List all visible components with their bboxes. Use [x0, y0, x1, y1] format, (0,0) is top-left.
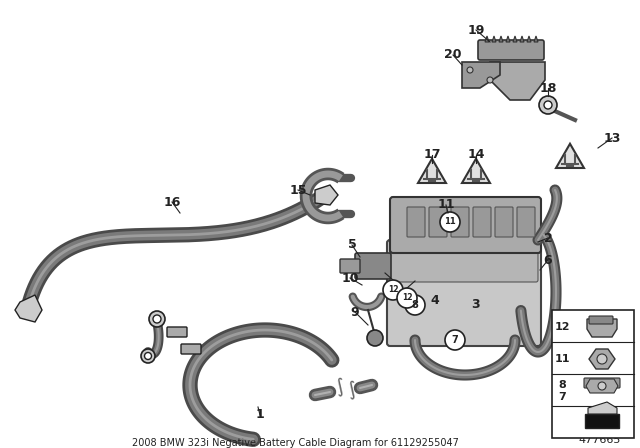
Circle shape — [383, 280, 403, 300]
Circle shape — [367, 330, 383, 346]
Polygon shape — [586, 379, 618, 393]
FancyBboxPatch shape — [495, 207, 513, 237]
Polygon shape — [587, 319, 617, 337]
Circle shape — [598, 382, 606, 390]
Circle shape — [145, 353, 152, 359]
Circle shape — [405, 295, 425, 315]
Text: 10: 10 — [341, 271, 359, 284]
Polygon shape — [485, 36, 489, 42]
Circle shape — [539, 96, 557, 114]
Circle shape — [467, 67, 473, 73]
Text: 12: 12 — [402, 293, 412, 302]
Circle shape — [597, 354, 607, 364]
FancyBboxPatch shape — [584, 378, 620, 388]
Text: 12: 12 — [554, 322, 570, 332]
FancyBboxPatch shape — [167, 327, 187, 337]
FancyBboxPatch shape — [390, 197, 541, 253]
Text: 13: 13 — [604, 132, 621, 145]
FancyBboxPatch shape — [589, 316, 613, 324]
FancyBboxPatch shape — [429, 207, 447, 237]
Polygon shape — [462, 62, 500, 88]
Text: 11: 11 — [437, 198, 455, 211]
FancyBboxPatch shape — [552, 310, 634, 438]
Text: 1: 1 — [255, 409, 264, 422]
Circle shape — [487, 77, 493, 83]
FancyBboxPatch shape — [387, 240, 541, 346]
Text: 8: 8 — [412, 300, 419, 310]
Text: 7: 7 — [558, 392, 566, 402]
Circle shape — [440, 212, 460, 232]
Text: ∫: ∫ — [345, 379, 359, 401]
Text: 5: 5 — [348, 238, 356, 251]
Polygon shape — [506, 36, 510, 42]
Polygon shape — [490, 62, 545, 100]
Text: 9: 9 — [351, 306, 359, 319]
FancyBboxPatch shape — [451, 207, 469, 237]
Text: 2008 BMW 323i Negative Battery Cable Diagram for 61129255047: 2008 BMW 323i Negative Battery Cable Dia… — [132, 438, 458, 448]
Polygon shape — [534, 36, 538, 42]
FancyBboxPatch shape — [407, 207, 425, 237]
Polygon shape — [556, 144, 584, 168]
FancyBboxPatch shape — [181, 344, 201, 354]
FancyBboxPatch shape — [340, 259, 360, 273]
Text: 17: 17 — [423, 148, 441, 161]
Text: 4: 4 — [431, 293, 440, 306]
Polygon shape — [589, 349, 615, 369]
Text: 7: 7 — [452, 335, 458, 345]
FancyBboxPatch shape — [517, 207, 535, 237]
Polygon shape — [492, 36, 496, 42]
Polygon shape — [499, 36, 503, 42]
Text: 12: 12 — [388, 285, 398, 294]
Polygon shape — [527, 36, 531, 42]
Text: 16: 16 — [163, 195, 180, 208]
Circle shape — [397, 288, 417, 308]
Text: ∫: ∫ — [333, 376, 348, 397]
Polygon shape — [315, 185, 338, 205]
Text: 11: 11 — [554, 354, 570, 364]
Text: 20: 20 — [444, 48, 461, 61]
Polygon shape — [520, 36, 524, 42]
FancyBboxPatch shape — [478, 40, 544, 60]
Polygon shape — [418, 159, 446, 183]
FancyBboxPatch shape — [390, 243, 538, 282]
Text: 19: 19 — [467, 23, 484, 36]
Text: 15: 15 — [289, 184, 307, 197]
Text: 3: 3 — [470, 298, 479, 311]
Polygon shape — [462, 159, 490, 183]
Circle shape — [141, 349, 155, 363]
Circle shape — [153, 315, 161, 323]
Text: 14: 14 — [467, 148, 484, 161]
Text: 8: 8 — [558, 380, 566, 390]
Text: 11: 11 — [444, 217, 456, 227]
Circle shape — [149, 311, 165, 327]
Polygon shape — [15, 295, 42, 322]
Text: 477665: 477665 — [579, 435, 621, 445]
FancyBboxPatch shape — [585, 414, 619, 428]
Text: 18: 18 — [540, 82, 557, 95]
Polygon shape — [513, 36, 517, 42]
Circle shape — [445, 330, 465, 350]
Circle shape — [544, 101, 552, 109]
Polygon shape — [588, 402, 617, 414]
FancyBboxPatch shape — [355, 253, 391, 279]
FancyBboxPatch shape — [473, 207, 491, 237]
Text: 6: 6 — [544, 254, 552, 267]
Text: 2: 2 — [543, 232, 552, 245]
